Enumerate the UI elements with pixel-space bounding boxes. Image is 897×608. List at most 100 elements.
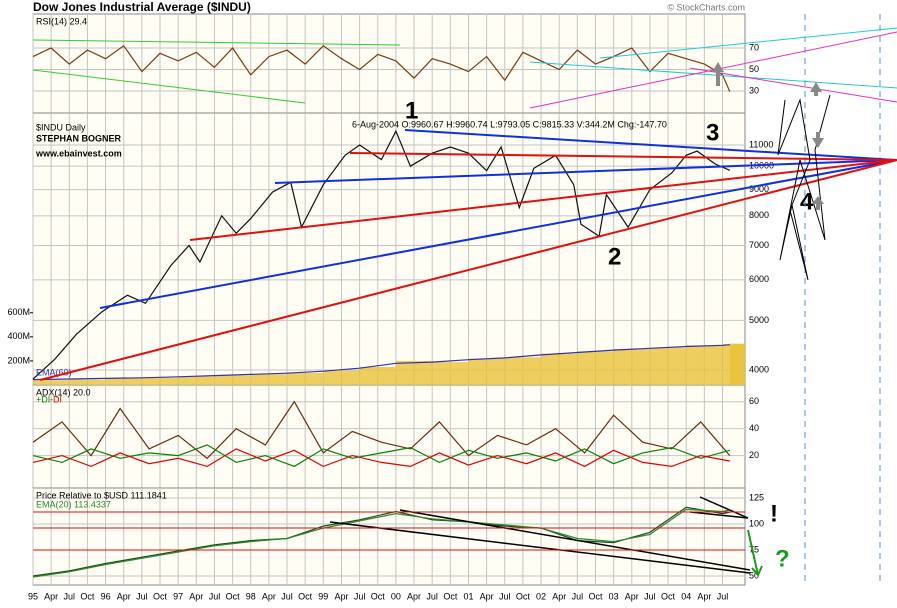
panels: [32, 13, 746, 586]
x-tick-label: Oct: [80, 591, 95, 601]
volume-bar: [504, 357, 542, 385]
x-tick-label: Apr: [552, 591, 566, 601]
arrow-icon: [810, 82, 822, 96]
volume-bar: [541, 353, 578, 385]
volume-bar: [686, 345, 723, 385]
x-tick-label: 98: [246, 591, 256, 601]
trendline: [39, 159, 897, 381]
x-tick-label: Jul: [499, 591, 511, 601]
series-line: [32, 44, 731, 92]
y-tick-label: 7000: [749, 240, 769, 250]
x-tick-label: Apr: [334, 591, 348, 601]
source: © StockCharts.com: [667, 2, 745, 12]
y-tick-label: 6000: [749, 274, 769, 284]
x-tick-label: Apr: [697, 591, 711, 601]
y2-tick-label: 200M: [7, 355, 30, 365]
x-tick-label: Jul: [64, 591, 76, 601]
y-tick-label: 8000: [749, 210, 769, 220]
trendline: [99, 159, 897, 309]
volume-bar: [323, 370, 360, 385]
chart-title: Dow Jones Industrial Average ($INDU): [33, 0, 251, 14]
x-tick-label: Jul: [209, 591, 221, 601]
volume-bar: [178, 376, 215, 385]
x-tick-label: Oct: [298, 591, 313, 601]
arrow: [747, 529, 763, 577]
y-tick-label: 11000: [749, 139, 773, 149]
x-tick-label: 99: [318, 591, 328, 601]
x-tick-label: 02: [536, 591, 546, 601]
x-tick-label: 00: [391, 591, 401, 601]
arrow-icon: [812, 132, 824, 148]
volume-bar: [577, 351, 614, 385]
scenario-arrows: [777, 94, 831, 281]
legend-entry: -DI: [50, 394, 62, 404]
x-tick-label: Jul: [136, 591, 148, 601]
x-tick-label: 04: [681, 591, 691, 601]
volume-bar: [105, 377, 142, 385]
panel-background: [32, 487, 746, 586]
y-tick-label: 75: [749, 544, 759, 554]
trendline: [189, 159, 897, 241]
y-tick-label: 100: [749, 518, 764, 528]
x-tick-label: Apr: [189, 591, 203, 601]
x-tick-label: Jul: [426, 591, 438, 601]
y-tick-label: 5000: [749, 315, 769, 325]
series-line: [32, 400, 731, 460]
volume-bar: [69, 379, 106, 385]
annotation: 4: [800, 188, 814, 215]
y-tick-label: 4000: [749, 364, 769, 374]
trendline: [404, 129, 897, 161]
panel-background: [32, 13, 746, 114]
panel-label: Price Relative to $USD 111.1841: [36, 490, 167, 500]
arrow-icon: [712, 62, 724, 86]
x-tick-label: Jul: [572, 591, 584, 601]
volume-bar: [395, 360, 433, 385]
x-tick-label: Oct: [226, 591, 241, 601]
x-tick-label: Jul: [644, 591, 656, 601]
volume-bar: [287, 372, 324, 385]
panel-text: STEPHAN BOGNER: [36, 133, 122, 143]
x-tick-label: Jul: [717, 591, 729, 601]
y-tick-label: 9000: [749, 184, 769, 194]
trendline: [689, 67, 897, 103]
arrow-icon: [812, 196, 824, 210]
x-tick-label: 96: [101, 591, 111, 601]
y-tick-label: 60: [749, 396, 759, 406]
volume-bar: [649, 347, 687, 385]
series-line: [32, 448, 730, 468]
volume-bar: [432, 362, 469, 385]
x-tick-label: Apr: [262, 591, 276, 601]
trendline: [529, 61, 897, 89]
series-line: [32, 344, 730, 381]
panel-label: ADX(14) 20.0: [36, 387, 91, 397]
trendline: [399, 509, 751, 571]
panel-text: www.ebainvest.com: [35, 148, 122, 158]
annotation: 2: [608, 243, 621, 270]
x-tick-label: Apr: [625, 591, 639, 601]
trendline: [689, 511, 749, 519]
volume-bar: [468, 358, 505, 385]
trendline: [32, 39, 401, 46]
trendline: [329, 521, 751, 574]
legend-entry: EMA(20) 113.4337: [36, 499, 111, 509]
x-tick-label: Apr: [407, 591, 421, 601]
x-tick-label: Apr: [44, 591, 58, 601]
trendline: [599, 27, 897, 59]
annotation: 1: [405, 97, 418, 124]
y-tick-label: 125: [749, 492, 764, 502]
y-tick-label: 40: [749, 423, 759, 433]
x-tick-label: Jul: [281, 591, 293, 601]
x-tick-label: Apr: [480, 591, 494, 601]
x-tick-label: 97: [173, 591, 183, 601]
annotation: !: [770, 500, 778, 527]
legend-entry: EMA(60): [36, 367, 72, 377]
y-tick-label: 50: [749, 570, 759, 580]
panel-label: RSI(14) 29.4: [36, 16, 87, 26]
volume-bar: [214, 375, 251, 385]
x-tick-label: Oct: [153, 591, 168, 601]
volume-bar: [250, 374, 288, 385]
annotation: ?: [775, 545, 790, 572]
trendline: [699, 496, 749, 519]
x-tick-label: 95: [28, 591, 38, 601]
